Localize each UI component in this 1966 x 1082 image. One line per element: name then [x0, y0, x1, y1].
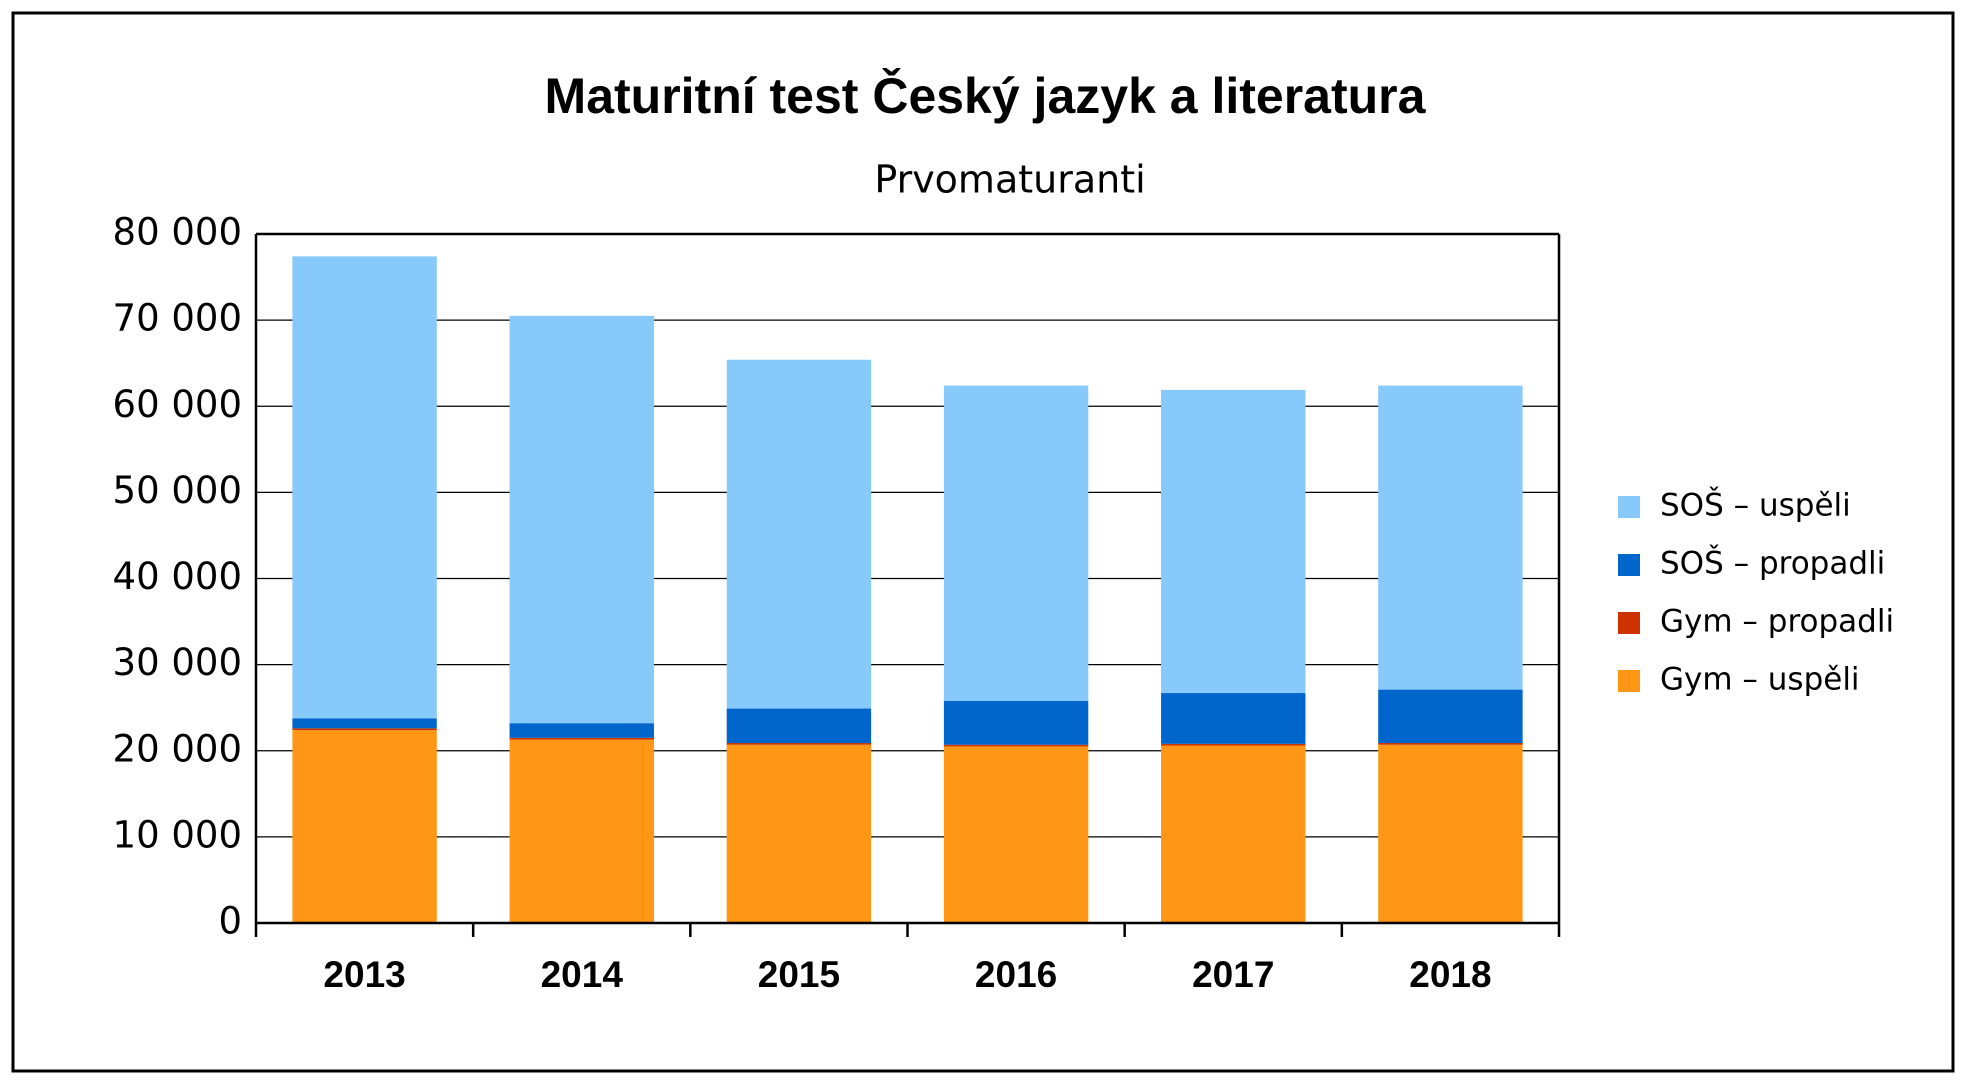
legend-swatch	[1618, 670, 1640, 692]
bar-segment	[509, 315, 654, 724]
bar-segment	[1378, 744, 1523, 923]
bar-segment	[1161, 389, 1306, 694]
bar-segment	[1161, 693, 1306, 744]
chart-subtitle: Prvomaturanti	[874, 158, 1145, 202]
legend-label: Gym – uspěli	[1660, 662, 1860, 698]
bar-segment	[292, 730, 437, 923]
y-tick-label: 10 000	[113, 813, 242, 856]
y-tick-label: 70 000	[113, 297, 242, 340]
x-tick-label: 2018	[1409, 954, 1491, 995]
legend-swatch	[1618, 554, 1640, 576]
bar-segment	[726, 742, 872, 745]
bar-segment	[1378, 742, 1523, 745]
bar-segment	[509, 739, 654, 923]
legend-swatch	[1618, 612, 1640, 634]
bar-segment	[943, 744, 1089, 747]
y-tick-label: 80 000	[113, 211, 242, 254]
y-tick-label: 50 000	[113, 469, 242, 512]
y-tick-label: 40 000	[113, 555, 242, 598]
bar-segment	[726, 359, 872, 709]
x-tick-label: 2015	[758, 954, 840, 995]
legend-label: Gym – propadli	[1660, 604, 1894, 640]
bar-segment	[509, 723, 654, 738]
y-tick-label: 60 000	[113, 383, 242, 426]
bar-segment	[1161, 743, 1306, 746]
x-tick-label: 2014	[541, 954, 624, 995]
x-tick-label: 2017	[1192, 954, 1274, 995]
chart-title: Maturitní test Český jazyk a literatura	[545, 67, 1427, 124]
x-tick-label: 2016	[975, 954, 1057, 995]
y-tick-label: 0	[218, 900, 242, 943]
bar-segment	[943, 746, 1089, 923]
legend-swatch	[1618, 496, 1640, 518]
bar-segment	[292, 256, 437, 719]
bar-segment	[1378, 385, 1523, 690]
bar-segment	[943, 385, 1089, 701]
legend-label: SOŠ – propadli	[1660, 545, 1885, 582]
x-tick-label: 2013	[323, 954, 405, 995]
bar-segment	[292, 728, 437, 731]
bar-segment	[292, 718, 437, 729]
y-tick-label: 20 000	[113, 727, 242, 770]
bar-segment	[1378, 689, 1523, 743]
legend-label: SOŠ – uspěli	[1660, 487, 1851, 524]
y-tick-label: 30 000	[113, 641, 242, 684]
bar-segment	[509, 737, 654, 740]
bar-segment	[1161, 745, 1306, 923]
bar-segment	[726, 744, 872, 923]
bar-segment	[726, 708, 872, 743]
bar-segment	[943, 700, 1089, 745]
